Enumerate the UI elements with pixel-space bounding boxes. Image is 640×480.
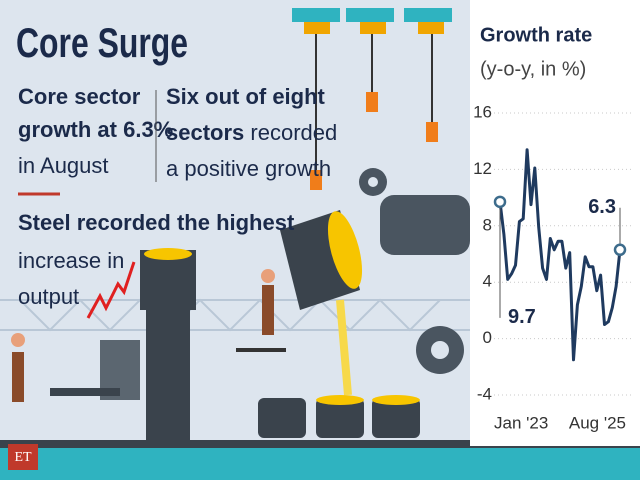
chart-subtitle: (y-o-y, in %): [480, 58, 586, 80]
note-right-line: sectors recorded: [166, 120, 337, 145]
ladle: [258, 210, 464, 438]
value-label: 6.3: [588, 196, 616, 218]
logo: ET: [14, 450, 32, 465]
value-label: 9.7: [508, 306, 536, 328]
cranes: [292, 8, 470, 255]
y-tick-label: 16: [473, 102, 492, 121]
y-tick-label: -4: [477, 384, 492, 403]
point-marker: [493, 195, 507, 209]
note-steel-line: increase in: [18, 248, 124, 273]
note-right-line: Six out of eight: [166, 84, 326, 109]
headline: Core Surge: [16, 19, 188, 66]
chart-panel: [470, 0, 640, 446]
x-tick-label: Jan '23: [494, 413, 548, 432]
rail: [0, 440, 640, 448]
note-right-bold: sectors: [166, 120, 244, 145]
y-tick-label: 0: [483, 328, 492, 347]
logo-box: [8, 444, 38, 470]
furnace: [11, 248, 286, 440]
series-line: [498, 148, 622, 362]
y-tick-label: 8: [483, 215, 492, 234]
note-left-line: growth at 6.3%: [18, 117, 173, 142]
note-left-line: in August: [18, 153, 109, 178]
y-tick-label: 4: [483, 272, 492, 291]
point-marker: [613, 243, 627, 257]
y-tick-label: 12: [473, 159, 492, 178]
chart: Growth rate (y-o-y, in %) -4 0 4 8 12 16 Jan '…: [473, 24, 632, 432]
floor-bar: [0, 446, 640, 480]
arrow-icon: [86, 261, 136, 319]
note-steel-line: output: [18, 284, 79, 309]
note-right-line: a positive growth: [166, 156, 331, 181]
chart-title: Growth rate: [480, 24, 592, 46]
decor: [0, 298, 470, 332]
note-steel-line: Steel recorded the highest: [18, 210, 295, 235]
note-right-text: recorded: [244, 120, 337, 145]
x-tick-label: Aug '25: [569, 413, 626, 432]
note-left-line: Core sector: [18, 84, 141, 109]
